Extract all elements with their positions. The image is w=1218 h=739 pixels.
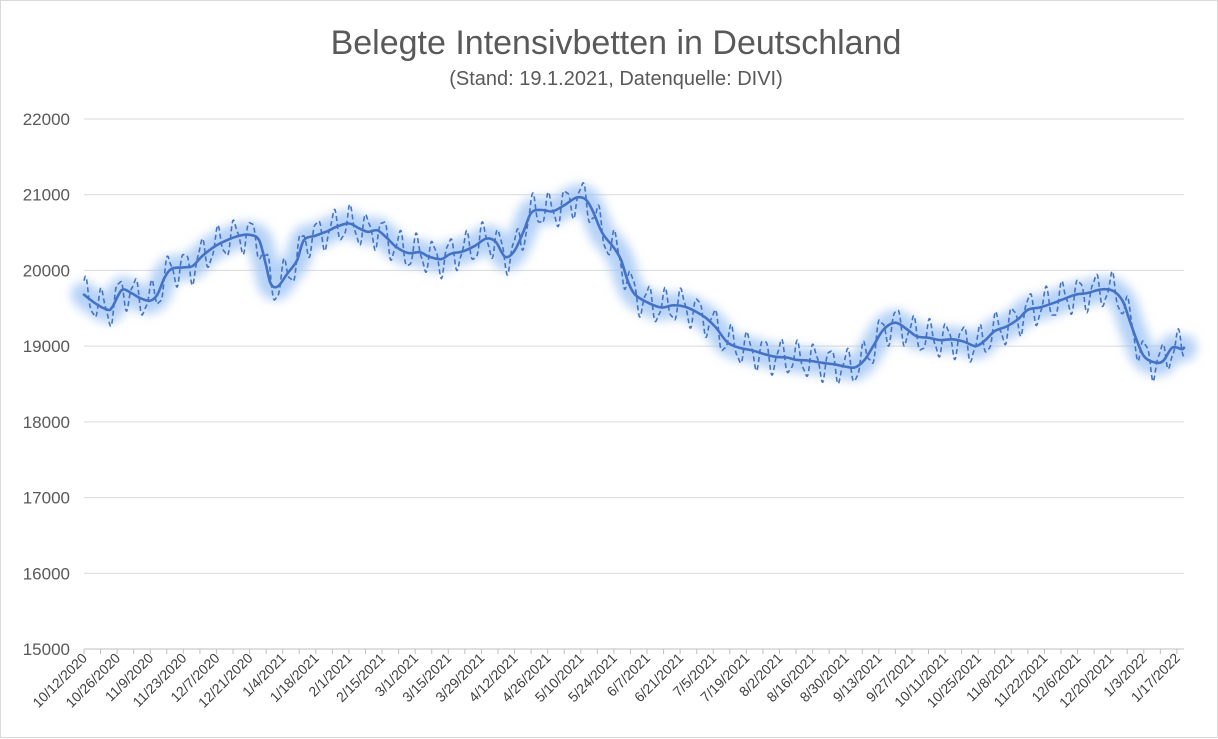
y-axis: 15000 16000 17000 18000 19000 20000 21000 22000 [23, 110, 70, 659]
y-tick-label: 16000 [23, 564, 70, 583]
chart-subtitle: (Stand: 19.1.2021, Datenquelle: DIVI) [449, 68, 783, 90]
y-tick-label: 21000 [23, 186, 70, 205]
plot-area [71, 181, 1197, 385]
x-axis: 10/12/202010/26/202011/9/202011/23/20201… [29, 648, 1184, 711]
y-tick-label: 18000 [23, 413, 70, 432]
series-7day-average [82, 195, 1186, 370]
y-tick-label: 19000 [23, 337, 70, 356]
y-tick-label: 20000 [23, 261, 70, 280]
y-tick-label: 15000 [23, 640, 70, 659]
y-tick-label: 22000 [23, 110, 70, 129]
chart-title: Belegte Intensivbetten in Deutschland [331, 24, 902, 62]
gridlines [84, 118, 1184, 650]
y-tick-label: 17000 [23, 489, 70, 508]
series-daily-values [83, 181, 1185, 385]
